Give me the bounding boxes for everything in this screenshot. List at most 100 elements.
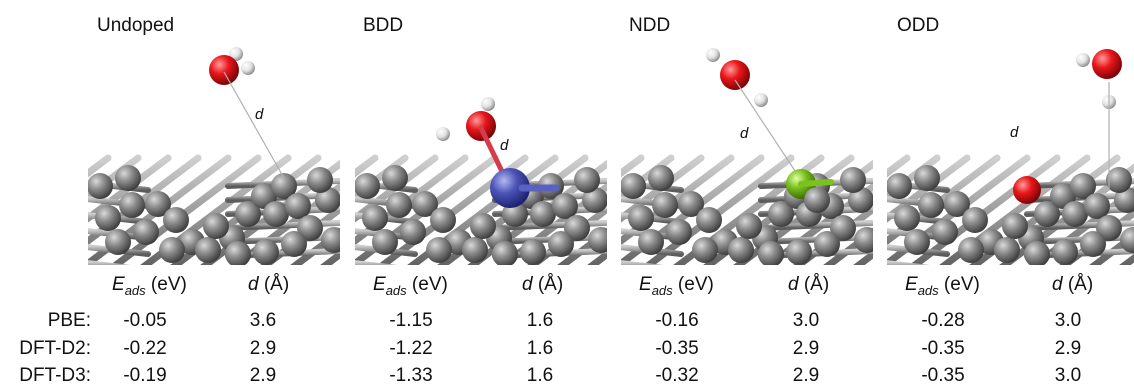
carbon-atom bbox=[652, 192, 678, 218]
energy-symbol: E bbox=[905, 274, 918, 295]
carbon-atom bbox=[918, 192, 944, 218]
hydrogen-atom bbox=[1076, 53, 1090, 67]
water-molecule bbox=[209, 47, 255, 85]
carbon-atom bbox=[628, 205, 654, 231]
water-molecule bbox=[706, 48, 768, 107]
distance-label-undoped: d bbox=[255, 106, 264, 123]
carbon-atom bbox=[372, 229, 398, 255]
distance-value: 1.6 bbox=[526, 338, 554, 359]
carbon-atom bbox=[225, 241, 251, 265]
distance-symbol: d bbox=[248, 274, 259, 295]
carbon-atom bbox=[914, 165, 940, 191]
structure-panel-ndd bbox=[621, 48, 873, 265]
distance-header: d (Å) bbox=[248, 274, 289, 296]
energy-symbol: E bbox=[112, 274, 125, 295]
distance-value: 2.9 bbox=[249, 338, 277, 359]
carbon-atom bbox=[994, 237, 1020, 263]
distance-value: 3.0 bbox=[1054, 365, 1082, 386]
distance-value: 1.6 bbox=[526, 365, 554, 386]
hydrogen-atom bbox=[481, 97, 495, 111]
structure-panel-undoped bbox=[88, 47, 340, 265]
panel-title-odd: ODD bbox=[897, 15, 940, 36]
energy-value: -1.15 bbox=[389, 310, 433, 331]
carbon-atom bbox=[195, 237, 221, 263]
carbon-atom bbox=[696, 207, 722, 233]
bond bbox=[798, 179, 834, 187]
panel-title-ndd: NDD bbox=[629, 15, 671, 36]
carbon-atom bbox=[297, 215, 323, 241]
carbon-atom bbox=[758, 241, 784, 265]
carbon-atom bbox=[115, 165, 141, 191]
bond bbox=[621, 260, 664, 265]
carbon-atom bbox=[678, 191, 704, 217]
diamond-slab bbox=[355, 154, 607, 265]
bond bbox=[355, 260, 398, 265]
method-label: PBE: bbox=[47, 310, 91, 331]
carbon-atom bbox=[1120, 227, 1134, 253]
carbon-atom bbox=[133, 219, 159, 245]
carbon-atom bbox=[768, 201, 794, 227]
distance-value: 3.6 bbox=[249, 310, 277, 331]
hydrogen-atom bbox=[706, 48, 720, 62]
carbon-atom bbox=[1096, 215, 1122, 241]
carbon-atom bbox=[382, 165, 408, 191]
carbon-atom bbox=[840, 167, 866, 193]
carbon-atom bbox=[430, 207, 456, 233]
energy-value: -0.19 bbox=[123, 365, 167, 386]
carbon-atom bbox=[95, 205, 121, 231]
water-molecule bbox=[436, 97, 496, 141]
carbon-atom bbox=[1070, 173, 1096, 199]
carbon-atom bbox=[492, 241, 518, 265]
carbon-atom bbox=[400, 219, 426, 245]
distance-line bbox=[223, 71, 285, 179]
hydrogen-atom bbox=[241, 61, 255, 75]
energy-value: -0.28 bbox=[921, 310, 965, 331]
carbon-atom bbox=[271, 173, 297, 199]
diamond-slab bbox=[88, 154, 340, 265]
bond bbox=[887, 154, 1001, 246]
panel-title-bdd: BDD bbox=[363, 15, 404, 36]
oxygen-dopant-atom bbox=[1013, 176, 1041, 204]
carbon-atom bbox=[621, 173, 646, 199]
energy-value: -0.35 bbox=[921, 338, 965, 359]
energy-value: -0.35 bbox=[655, 338, 699, 359]
carbon-atom bbox=[462, 237, 488, 263]
oxygen-atom bbox=[720, 60, 750, 90]
hydrogen-atom bbox=[754, 93, 768, 107]
carbon-atom bbox=[281, 231, 307, 257]
distance-symbol: d bbox=[522, 274, 533, 295]
carbon-atom bbox=[253, 239, 279, 265]
bond bbox=[355, 154, 469, 246]
carbon-atom bbox=[530, 201, 556, 227]
oxygen-atom bbox=[1092, 49, 1122, 79]
distance-symbol: d bbox=[1052, 274, 1063, 295]
carbon-atom bbox=[564, 215, 590, 241]
energy-unit: (eV) bbox=[145, 274, 187, 295]
carbon-atom bbox=[814, 231, 840, 257]
carbon-atom bbox=[932, 219, 958, 245]
carbon-atom bbox=[574, 167, 600, 193]
energy-value: -0.22 bbox=[123, 338, 167, 359]
carbon-atom bbox=[426, 237, 452, 263]
carbon-atom bbox=[1052, 239, 1078, 265]
structure-panel-bdd bbox=[355, 97, 607, 265]
carbon-atom bbox=[830, 215, 856, 241]
bond bbox=[1024, 220, 1134, 231]
carbon-atom bbox=[728, 237, 754, 263]
carbon-atom bbox=[1024, 241, 1050, 265]
carbon-atom bbox=[119, 192, 145, 218]
carbon-atom bbox=[958, 237, 984, 263]
distance-header: d (Å) bbox=[788, 274, 829, 296]
carbon-atom bbox=[159, 237, 185, 263]
energy-value: -0.32 bbox=[655, 365, 699, 386]
distance-label-ndd: d bbox=[740, 125, 749, 142]
oxygen-atom bbox=[209, 55, 239, 85]
carbon-atom bbox=[1084, 193, 1110, 219]
carbon-atom bbox=[1114, 187, 1134, 213]
carbon-atom bbox=[894, 205, 920, 231]
energy-value: -0.16 bbox=[655, 310, 699, 331]
carbon-atom bbox=[692, 237, 718, 263]
bond bbox=[88, 154, 202, 246]
carbon-atom bbox=[355, 173, 380, 199]
